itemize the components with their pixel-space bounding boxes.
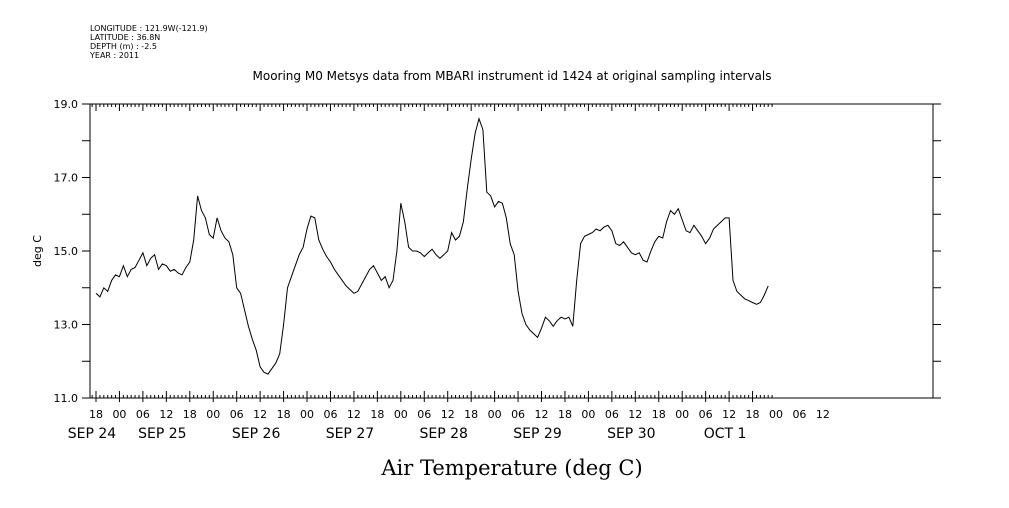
x-day-label: OCT 1 <box>704 426 747 442</box>
x-tick-label: 00 <box>769 408 783 421</box>
y-tick-label: 17.0 <box>54 172 79 185</box>
x-day-label: SEP 27 <box>326 426 374 442</box>
series-line-air-temperature <box>95 117 769 375</box>
x-tick-label: 06 <box>417 408 431 421</box>
x-tick-label: 12 <box>159 408 173 421</box>
x-tick-label: 12 <box>816 408 830 421</box>
x-tick-label: 18 <box>652 408 666 421</box>
x-tick-label: 00 <box>675 408 689 421</box>
y-tick-label: 19.0 <box>54 98 79 111</box>
x-day-label: SEP 24 <box>68 426 117 442</box>
meta-year: YEAR : 2011 <box>89 51 139 60</box>
y-tick-label: 15.0 <box>54 245 79 258</box>
x-tick-label: 00 <box>300 408 314 421</box>
x-tick-label: 00 <box>394 408 408 421</box>
x-tick-label: 18 <box>558 408 572 421</box>
x-tick-label: 12 <box>535 408 549 421</box>
ticks-layer <box>82 103 941 402</box>
x-day-label: SEP 29 <box>513 426 561 442</box>
x-day-label: SEP 30 <box>607 426 655 442</box>
chart-title: Mooring M0 Metsys data from MBARI instru… <box>253 69 772 83</box>
x-tick-label: 12 <box>347 408 361 421</box>
x-tick-label: 00 <box>112 408 126 421</box>
meta-depth: DEPTH (m) : -2.5 <box>90 42 157 51</box>
meta-latitude: LATITUDE : 36.8N <box>90 33 160 42</box>
x-day-label: SEP 28 <box>419 426 467 442</box>
y-tick-label: 11.0 <box>54 392 79 405</box>
x-tick-label: 12 <box>441 408 455 421</box>
x-tick-label: 18 <box>746 408 760 421</box>
x-tick-label: 12 <box>628 408 642 421</box>
y-axis-label: deg C <box>31 235 44 267</box>
x-day-label: SEP 26 <box>232 426 281 442</box>
x-tick-label: 18 <box>370 408 384 421</box>
x-tick-label: 06 <box>605 408 619 421</box>
x-tick-label: 06 <box>136 408 150 421</box>
x-axis-label: Air Temperature (deg C) <box>380 456 642 480</box>
x-tick-label: 06 <box>230 408 244 421</box>
x-tick-label: 06 <box>699 408 713 421</box>
x-tick-label: 18 <box>464 408 478 421</box>
x-tick-label: 00 <box>488 408 502 421</box>
x-tick-label: 18 <box>183 408 197 421</box>
x-tick-label: 06 <box>511 408 525 421</box>
plot-frame <box>89 103 934 399</box>
x-tick-label: 06 <box>323 408 337 421</box>
meta-longitude: LONGITUDE : 121.9W(-121.9) <box>90 24 208 33</box>
y-tick-label: 13.0 <box>54 319 79 332</box>
x-tick-label: 06 <box>792 408 806 421</box>
x-tick-label: 12 <box>722 408 736 421</box>
labels-layer: 18 00 06 12 18 00 06 12 18 00 06 12 18 00 06 12 18 00 06 12… <box>54 98 830 442</box>
x-day-label: SEP 25 <box>138 426 186 442</box>
x-tick-label: 00 <box>581 408 595 421</box>
x-tick-label: 00 <box>206 408 220 421</box>
x-tick-label: 18 <box>89 408 103 421</box>
x-tick-label: 18 <box>277 408 291 421</box>
x-tick-label: 12 <box>253 408 267 421</box>
